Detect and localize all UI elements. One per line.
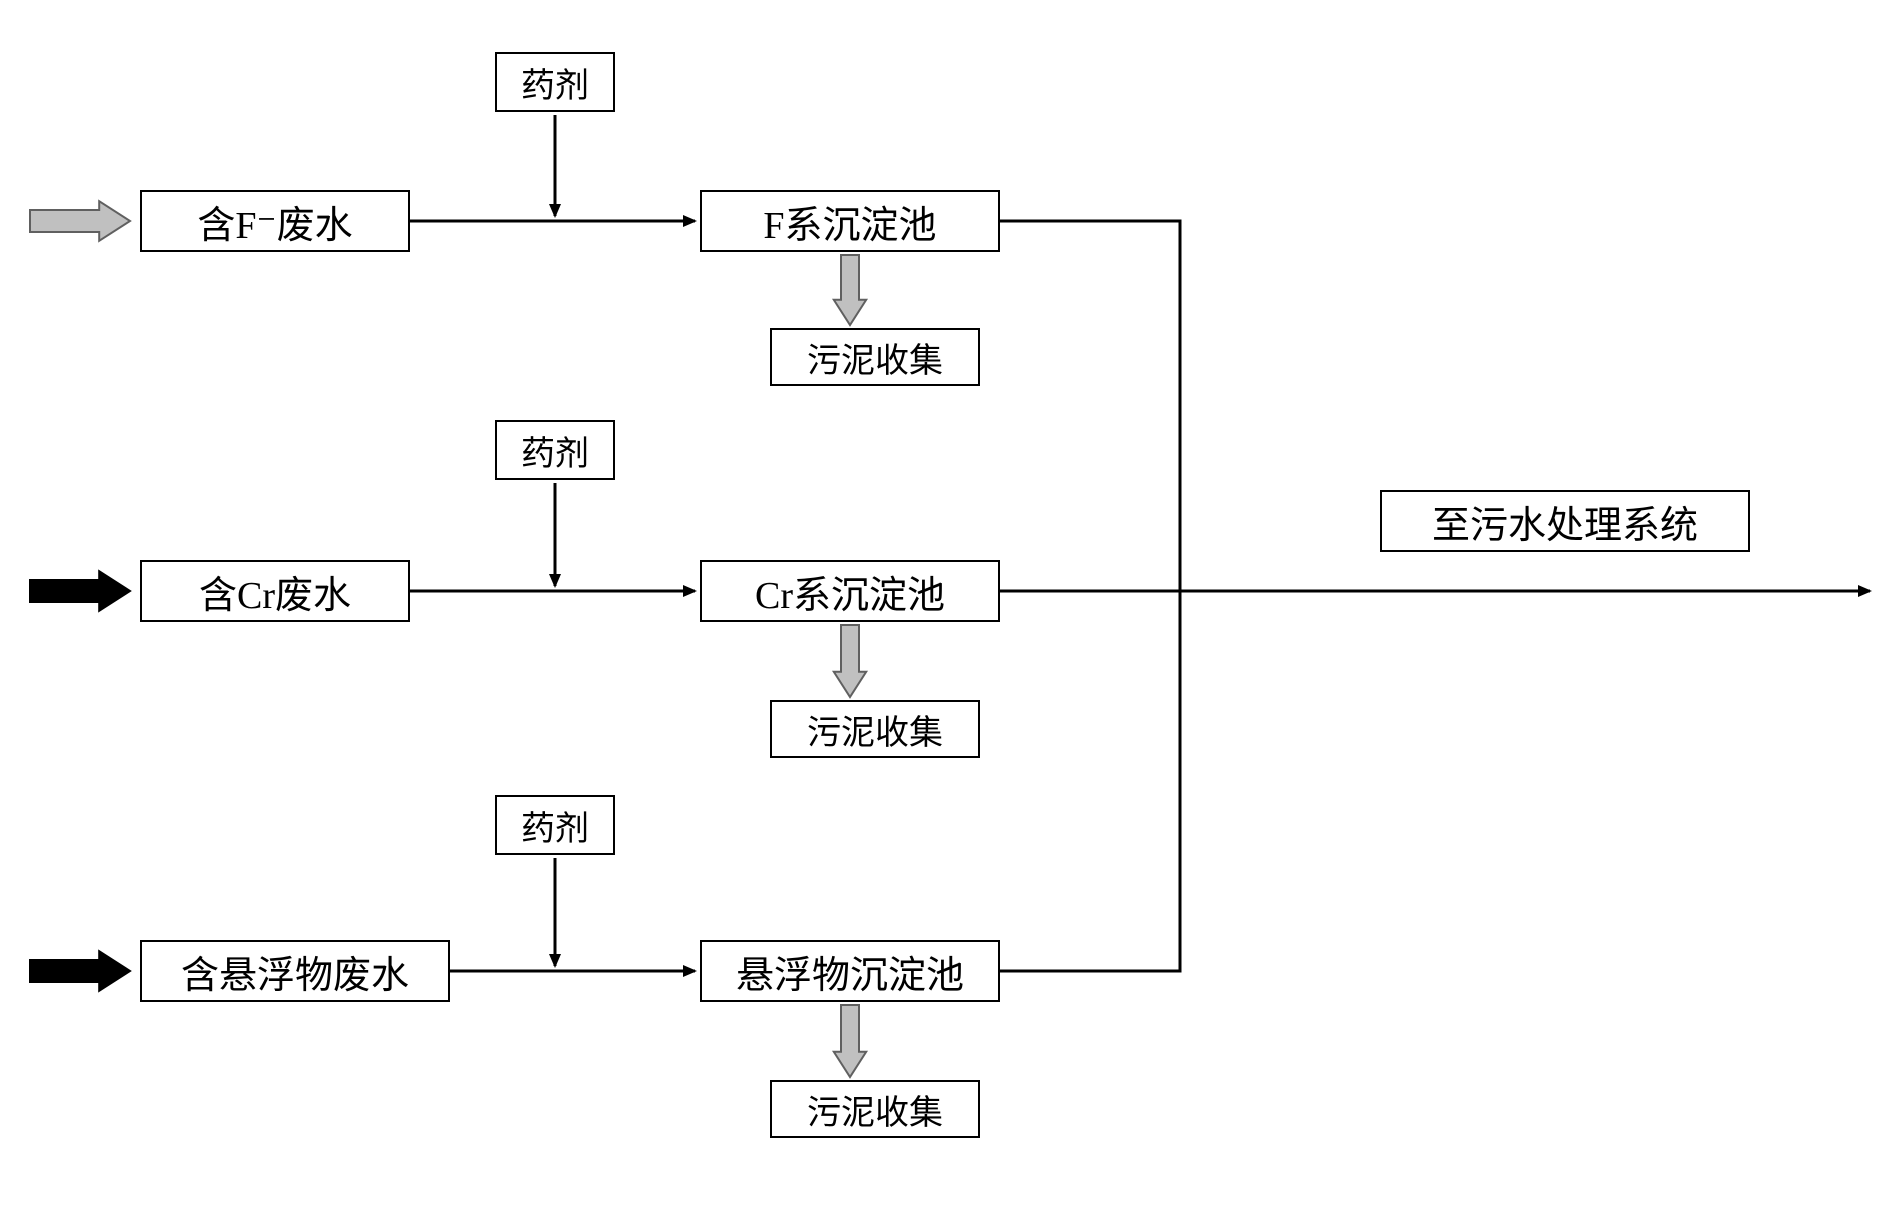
reagent-2-label: 药剂 xyxy=(521,426,589,475)
reagent-1-label: 药剂 xyxy=(521,58,589,107)
f-waste: 含F⁻废水 xyxy=(140,190,410,252)
reagent-1: 药剂 xyxy=(495,52,615,112)
cr-waste: 含Cr废水 xyxy=(140,560,410,622)
reagent-3-label: 药剂 xyxy=(521,801,589,850)
f-sed-label: F系沉淀池 xyxy=(763,194,936,249)
reagent-3: 药剂 xyxy=(495,795,615,855)
reagent-2: 药剂 xyxy=(495,420,615,480)
f-sedimentation: F系沉淀池 xyxy=(700,190,1000,252)
ss-waste: 含悬浮物废水 xyxy=(140,940,450,1002)
sludge-2-label: 污泥收集 xyxy=(807,705,943,754)
sludge-3-label: 污泥收集 xyxy=(807,1085,943,1134)
sludge-1-label: 污泥收集 xyxy=(807,333,943,382)
cr-waste-label: 含Cr废水 xyxy=(199,564,351,619)
to-sewage-system: 至污水处理系统 xyxy=(1380,490,1750,552)
sludge-2: 污泥收集 xyxy=(770,700,980,758)
cr-sedimentation: Cr系沉淀池 xyxy=(700,560,1000,622)
f-waste-label: 含F⁻废水 xyxy=(197,194,352,249)
ss-waste-label: 含悬浮物废水 xyxy=(181,944,409,999)
sludge-1: 污泥收集 xyxy=(770,328,980,386)
to-sewage-label: 至污水处理系统 xyxy=(1432,494,1698,549)
ss-sed-label: 悬浮物沉淀池 xyxy=(736,944,964,999)
sludge-3: 污泥收集 xyxy=(770,1080,980,1138)
ss-sedimentation: 悬浮物沉淀池 xyxy=(700,940,1000,1002)
cr-sed-label: Cr系沉淀池 xyxy=(755,564,945,619)
